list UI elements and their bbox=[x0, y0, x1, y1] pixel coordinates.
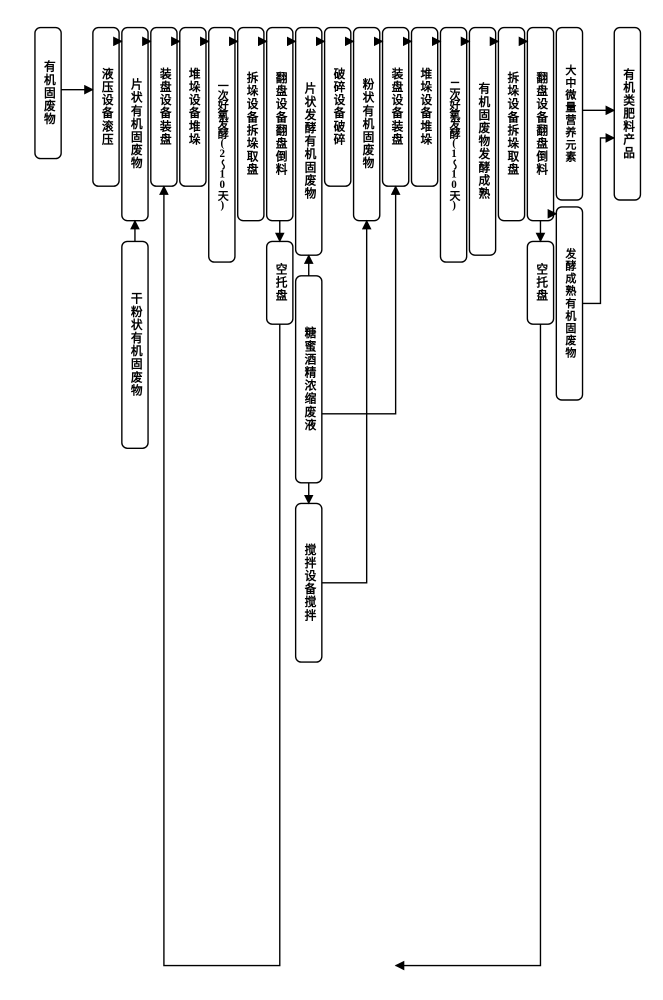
node-ferment1: 一次好氧发酵(2～10天) bbox=[216, 80, 230, 212]
node-organic-solid: 有机固废物 bbox=[42, 60, 55, 126]
node-crush: 破碎设备破碎 bbox=[332, 67, 346, 146]
node-dry-powder-solid: 干粉状有机固废物 bbox=[129, 292, 142, 397]
node-molasses: 糖蜜酒精浓缩废液 bbox=[303, 326, 316, 431]
node-powder-solid: 粉状有机固废物 bbox=[361, 78, 374, 170]
node-flip1: 翻盘设备翻盘倒料 bbox=[274, 71, 288, 176]
node-sheet-ferment: 片状发酵有机固废物 bbox=[303, 82, 317, 201]
node-empty-tray1: 空托盘 bbox=[274, 262, 287, 302]
node-flip2: 翻盘设备翻盘倒料 bbox=[535, 71, 549, 176]
node-product: 有机类肥料产品 bbox=[622, 67, 635, 159]
node-ferment2: 二次好氧发酵(1～10天) bbox=[448, 80, 462, 212]
node-sheet-solid: 片状有机固废物 bbox=[129, 78, 142, 170]
node-empty-tray2: 空托盘 bbox=[535, 262, 548, 302]
node-load-tray2: 装盘设备装盘 bbox=[390, 67, 404, 146]
node-unstack2: 拆垛设备拆垛取盘 bbox=[506, 71, 520, 176]
node-roll-press: 液压设备滚压 bbox=[100, 67, 114, 146]
node-stack2: 堆垛设备堆垛 bbox=[419, 67, 433, 146]
node-mature-solid: 发酵成熟有机固废物 bbox=[564, 246, 578, 359]
node-load-tray1: 装盘设备装盘 bbox=[158, 67, 172, 146]
node-nutrient: 大中微量营养元素 bbox=[564, 63, 578, 164]
node-stack1: 堆垛设备堆垛 bbox=[187, 67, 201, 146]
node-mix: 搅拌设备搅拌 bbox=[303, 543, 317, 622]
node-unstack1: 拆垛设备拆垛取盘 bbox=[245, 71, 259, 176]
node-mature: 有机固废物发酵成熟 bbox=[477, 82, 491, 201]
